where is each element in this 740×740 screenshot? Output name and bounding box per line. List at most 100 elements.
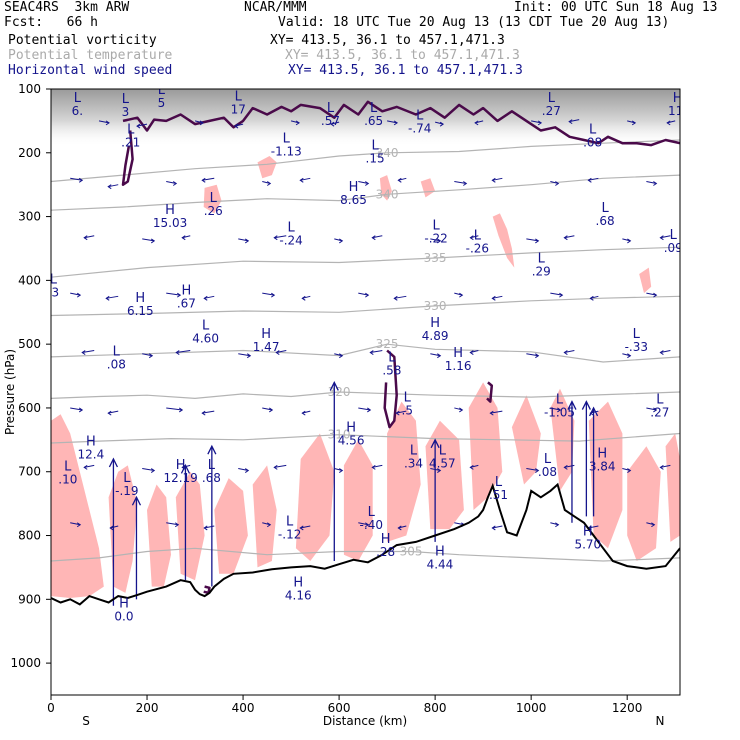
wind-vector [660, 464, 671, 468]
wind-vector-head [393, 120, 399, 126]
theta-contour-label: 320 [328, 385, 351, 399]
extremum-value: -.24 [279, 233, 302, 247]
wind-vector [204, 295, 215, 299]
extremum-marker: L [74, 91, 82, 106]
wind-vector [166, 522, 179, 526]
extremum-value: 1.47 [253, 340, 280, 354]
wind-vector-head [627, 468, 632, 473]
wind-vector-head [201, 177, 206, 183]
wind-vector [274, 235, 287, 239]
wind-vector-head [659, 350, 664, 355]
wind-vector [136, 123, 148, 127]
wind-vector-head [568, 119, 573, 125]
wind-vector-head [107, 410, 112, 416]
wind-vector [492, 295, 503, 299]
extremum-value: 5.70 [574, 538, 601, 552]
wind-vector-head [535, 468, 540, 473]
wind-vector [492, 177, 503, 181]
wind-vector [84, 464, 95, 468]
pv-fill-region [147, 484, 171, 587]
x-axis-label: Distance (km) [323, 714, 407, 728]
extremum-value: 4.44 [427, 557, 454, 571]
wind-vector [262, 407, 273, 411]
wind-vector-head [651, 522, 656, 528]
extremum-value: .08 [583, 136, 602, 150]
extremum-marker: L [208, 458, 216, 473]
wind-vector-head [199, 120, 204, 126]
wind-vector-head [535, 238, 540, 244]
wind-vector [142, 353, 153, 357]
wind-vector-head [268, 407, 274, 413]
pv-fill-region [214, 478, 248, 574]
wind-vector [204, 525, 215, 529]
extremum-value: .09 [664, 241, 683, 255]
wind-vector [564, 235, 575, 239]
wind-vector [370, 350, 383, 354]
extremum-marker: H [381, 532, 391, 547]
extremum-value: .27 [650, 405, 669, 419]
wind-vector-head [178, 407, 184, 413]
extremum-value: .28 [376, 545, 395, 559]
wind-vector [70, 292, 81, 296]
extremum-marker: L [287, 220, 295, 235]
updraft-arrow-head [329, 380, 339, 391]
extremum-value: 3.84 [589, 460, 616, 474]
wind-vector [300, 525, 311, 529]
wind-vector-head [76, 522, 82, 528]
extremum-marker: L [283, 132, 291, 147]
extremum-value: .68 [202, 471, 221, 485]
theta-contour [51, 343, 680, 363]
pv-fill-region [627, 446, 661, 561]
wind-vector [660, 235, 671, 239]
x-tick-label: 400 [232, 701, 255, 715]
updraft-arrow-head [207, 444, 217, 455]
y-tick-label: 400 [18, 273, 41, 287]
field-name-vorticity: Potential vorticity [8, 33, 157, 48]
wind-vector [358, 181, 369, 184]
extremum-value: 6. [72, 104, 83, 118]
extremum-value: .51 [489, 488, 508, 502]
wind-vector [490, 410, 503, 414]
y-tick-label: 900 [18, 592, 41, 606]
wind-vector [202, 177, 215, 181]
extremum-value: .08 [107, 358, 126, 372]
wind-vector-head [659, 235, 664, 241]
wind-vector [166, 407, 183, 411]
extremum-marker: L [670, 228, 678, 243]
wind-vector [387, 120, 398, 124]
wind-vector-head [365, 181, 370, 186]
extremum-marker: L [538, 252, 546, 267]
wind-vector [70, 177, 83, 181]
extremum-value: .26 [204, 204, 223, 218]
updraft-arrow-head [180, 463, 191, 474]
wind-vector [550, 407, 561, 411]
wind-vector [550, 292, 563, 296]
wind-vector-head [78, 407, 84, 413]
wind-vector [430, 353, 441, 357]
extremum-marker: H [453, 346, 463, 361]
extremum-marker: L [388, 350, 396, 365]
wind-vector [176, 350, 191, 354]
updraft-arrow-head [430, 438, 440, 449]
y-tick-label: 200 [18, 146, 41, 160]
wind-vector-head [275, 350, 280, 355]
wind-vector [454, 181, 467, 184]
extremum-marker: L [404, 391, 412, 406]
wind-vector-head [365, 522, 370, 528]
wind-vector-head [474, 120, 479, 126]
extremum-marker: L [589, 123, 597, 138]
extremum-marker: L [122, 92, 130, 107]
wind-vector-head [437, 238, 442, 244]
extremum-value: .21 [121, 136, 140, 150]
wind-vector-head [201, 410, 206, 416]
x-tick-label: 0 [47, 701, 55, 715]
x-tick-label: 200 [136, 701, 159, 715]
extremum-marker: H [119, 597, 129, 612]
wind-vector [142, 468, 155, 472]
wind-vector-head [234, 123, 239, 129]
fcst-label: Fcst: 66 h [4, 15, 98, 30]
model-label: SEAC4RS 3km ARW [4, 0, 130, 15]
extremum-value: .5 [402, 404, 413, 418]
field-xy-vorticity: XY= 413.5, 36.1 to 457.1,471.3 [270, 33, 505, 48]
extremum-value: .57 [321, 114, 340, 128]
